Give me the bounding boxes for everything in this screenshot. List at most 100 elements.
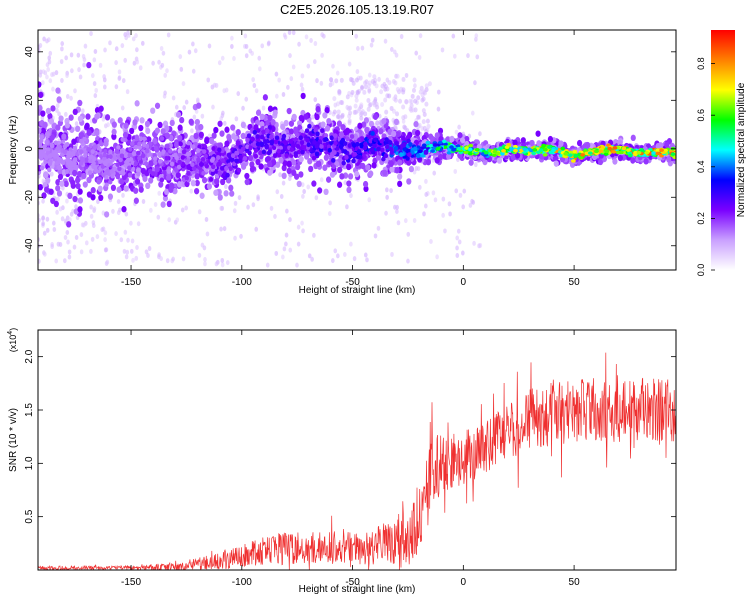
spectral-cell (177, 159, 182, 165)
spectral-cell (92, 144, 98, 150)
spectral-speckle (385, 86, 390, 92)
spectral-cell (263, 139, 268, 145)
spectral-cell (123, 122, 129, 129)
spectral-cell (372, 113, 379, 120)
spectral-cell (612, 146, 618, 150)
spectral-cell (364, 126, 370, 134)
spectral-speckle (424, 203, 428, 209)
spectral-speckle (401, 76, 406, 82)
spectral-speckle (349, 193, 353, 199)
spectral-speckle (412, 169, 417, 175)
spectral-cell (38, 183, 44, 191)
spectral-speckle (55, 107, 59, 113)
spectral-speckle (160, 62, 165, 68)
spectral-cell (333, 133, 338, 139)
spectral-speckle (403, 114, 408, 120)
spectral-cell (152, 160, 158, 166)
spectral-cell (147, 168, 153, 174)
spectral-speckle (124, 211, 129, 217)
spectral-speckle (67, 254, 72, 260)
spectral-cell (154, 166, 160, 173)
spectral-cell (58, 115, 64, 122)
spectral-cell (75, 125, 81, 133)
spectral-speckle (367, 87, 372, 93)
spectral-speckle (369, 42, 374, 48)
spectral-speckle (89, 213, 94, 219)
spectral-cell (64, 169, 70, 174)
spectral-cell (119, 178, 125, 185)
spectral-cell (199, 192, 205, 199)
spectral-cell (97, 185, 103, 192)
spectral-cell (342, 141, 348, 146)
spectral-cell (166, 200, 172, 208)
spectral-cell (416, 153, 421, 159)
spectral-cell (423, 151, 429, 155)
spectral-speckle (360, 45, 365, 51)
spectral-cell (267, 125, 273, 130)
spectral-speckle (282, 32, 287, 38)
spectral-cell (219, 146, 225, 154)
spectral-cell (123, 185, 129, 192)
spectral-speckle (197, 252, 202, 258)
spectral-cell (110, 184, 117, 192)
spectral-cell (323, 188, 329, 196)
spectral-cell (40, 127, 46, 135)
spectral-cell (290, 143, 296, 148)
spectral-speckle (89, 31, 93, 37)
spectral-cell (130, 166, 136, 172)
spectral-cell (388, 140, 393, 145)
spectral-cell (62, 149, 68, 155)
spectral-cell (499, 151, 505, 156)
spectral-speckle (389, 188, 393, 194)
spectral-speckle (191, 68, 196, 74)
spectral-cell (617, 139, 623, 146)
spectral-speckle (60, 216, 65, 222)
spectral-cell (119, 153, 125, 159)
spectral-cell (276, 152, 282, 158)
spectral-cell (45, 107, 51, 115)
spectral-speckle (261, 105, 266, 111)
spectral-speckle (83, 43, 88, 49)
spectral-speckle (473, 162, 478, 168)
spectral-cell (267, 169, 273, 176)
spectral-cell (198, 161, 204, 167)
spectral-speckle (346, 106, 351, 112)
spectral-cell (72, 157, 78, 162)
spectral-speckle (406, 231, 411, 237)
spectral-cell (572, 149, 578, 154)
spectral-speckle (46, 67, 50, 73)
spectral-speckle (98, 62, 103, 68)
spectral-speckle (360, 84, 365, 90)
spectral-cell (176, 164, 182, 170)
spectral-cell (270, 159, 277, 166)
spectral-speckle (135, 47, 139, 53)
spectral-cell (272, 109, 278, 116)
spectral-cell (567, 153, 573, 157)
spectral-speckle (462, 188, 467, 194)
spectral-speckle (234, 116, 239, 122)
spectral-cell (408, 142, 413, 147)
spectral-speckle (384, 210, 388, 216)
spectral-speckle (74, 204, 78, 210)
spectral-cell (264, 144, 269, 150)
spectral-cell (449, 135, 455, 143)
spectral-cell (306, 142, 311, 148)
spectral-speckle (468, 202, 473, 208)
spectral-cell (198, 131, 204, 139)
spectral-cell (66, 221, 72, 228)
spectral-cell (154, 102, 161, 109)
spectral-speckle (343, 251, 347, 257)
spectral-cell (618, 150, 624, 155)
spectral-cell (79, 156, 85, 162)
spectral-cell (286, 167, 292, 175)
spectral-speckle (214, 82, 219, 88)
spectral-cell (200, 157, 206, 162)
spectral-cell (71, 138, 77, 145)
spectral-speckle (220, 113, 225, 119)
spectral-speckle (349, 241, 353, 247)
spectral-cell (298, 135, 303, 141)
spectral-cell (133, 197, 139, 204)
spectral-speckle (179, 66, 184, 72)
spectral-speckle (248, 48, 253, 54)
spectral-cell (269, 134, 274, 140)
